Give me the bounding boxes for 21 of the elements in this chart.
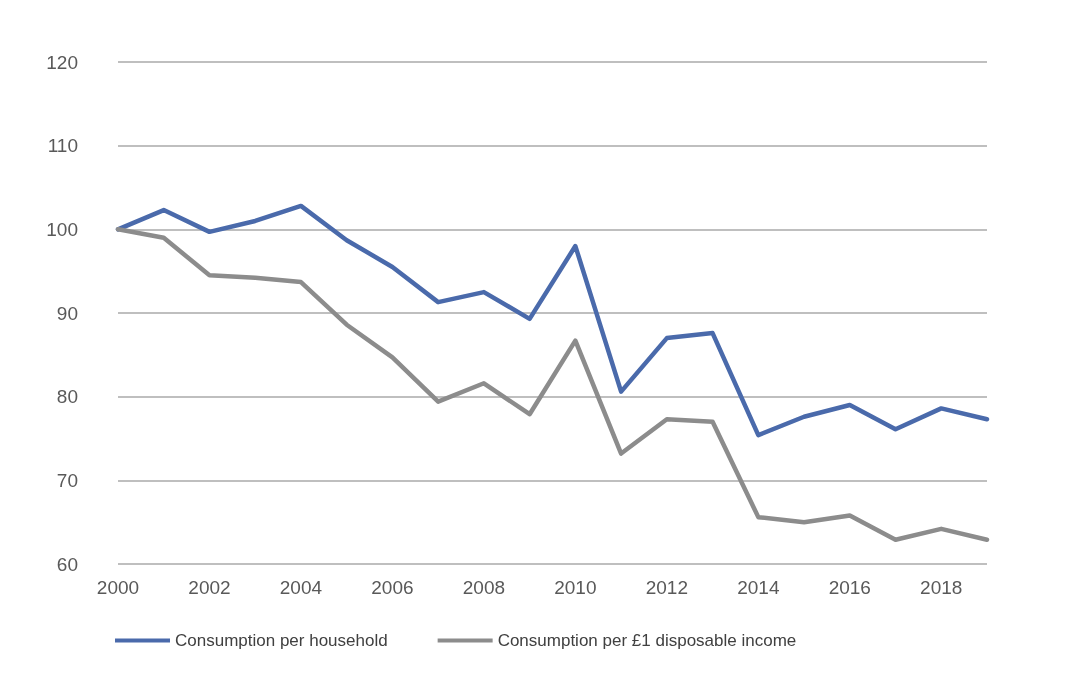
y-tick-label: 120	[46, 51, 78, 73]
x-tick-label: 2004	[279, 577, 323, 598]
x-tick-label: 2008	[462, 577, 506, 598]
legend-label: Consumption per £1 disposable income	[497, 631, 797, 650]
x-tick-label: 2012	[645, 577, 688, 598]
line-series	[115, 227, 990, 542]
y-tick-label: 80	[56, 386, 78, 408]
x-tick-label: 2006	[371, 577, 414, 598]
y-tick-label: 60	[56, 553, 78, 575]
x-tick-label: 2016	[828, 577, 871, 598]
y-tick-label: 70	[56, 469, 78, 491]
y-tick-label: 110	[47, 135, 78, 157]
x-tick-label: 2014	[737, 577, 780, 598]
x-tick-label: 2010	[554, 577, 597, 598]
x-tick-label: 2002	[188, 577, 231, 598]
legend-label: Consumption per household	[175, 631, 388, 650]
x-tick-label: 2000	[96, 577, 140, 598]
line-series	[115, 203, 990, 438]
x-tick-label: 2018	[920, 577, 963, 598]
y-tick-label: 100	[46, 218, 78, 240]
y-tick-label: 90	[56, 302, 78, 324]
